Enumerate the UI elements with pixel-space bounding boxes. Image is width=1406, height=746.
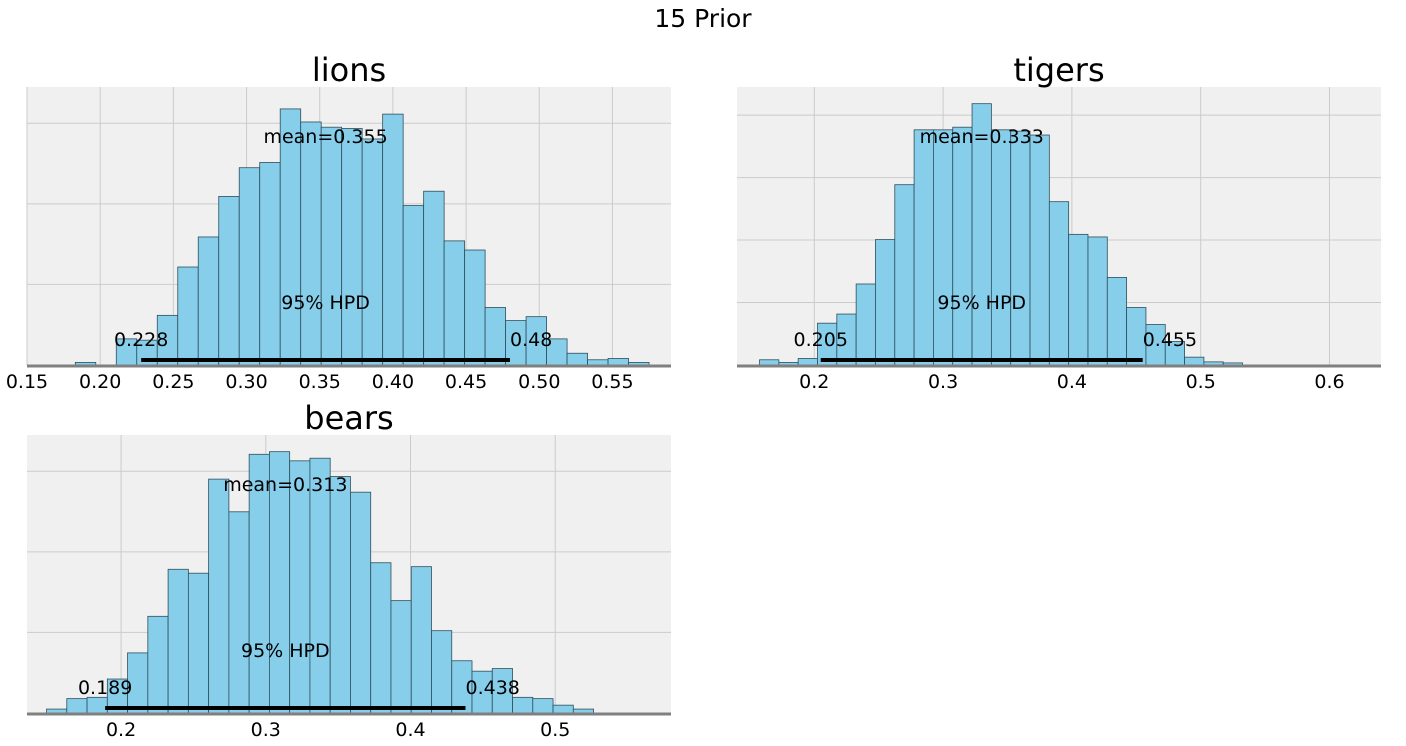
histogram-bar bbox=[66, 698, 88, 714]
histogram-bar bbox=[228, 511, 250, 714]
histogram-bar bbox=[990, 129, 1012, 366]
lions-panel: 0.15 0.20 0.25 0.30 0.35 0.40 0.45 0.50 0.55 lion… bbox=[6, 51, 671, 393]
mean-label: mean=0.333 bbox=[920, 126, 1044, 148]
hpd-label: 95% HPD bbox=[241, 640, 330, 662]
histogram-bar bbox=[259, 162, 281, 366]
histogram-bar bbox=[933, 129, 954, 366]
x-tick-label: 0.15 bbox=[6, 371, 48, 393]
histogram-bar bbox=[218, 196, 240, 366]
histogram-bar bbox=[1106, 277, 1128, 366]
bears-panel: 0.2 0.3 0.4 0.5 bears mean=0.313 95% HPD 0.189 0… bbox=[27, 399, 671, 741]
histogram-bar bbox=[1184, 356, 1205, 366]
histogram-bar bbox=[443, 240, 466, 366]
hpd-upper-label: 0.48 bbox=[510, 329, 552, 351]
hpd-label: 95% HPD bbox=[937, 292, 1026, 314]
panel-title: lions bbox=[312, 51, 386, 89]
histogram-bar bbox=[431, 630, 453, 714]
panel-title: tigers bbox=[1013, 51, 1104, 89]
histogram-bar bbox=[484, 307, 507, 366]
histogram-bar bbox=[1068, 233, 1089, 366]
hpd-lower-label: 0.228 bbox=[114, 329, 168, 351]
x-tick-label: 0.40 bbox=[372, 371, 414, 393]
x-tick-label: 0.2 bbox=[799, 371, 829, 393]
histogram-bar bbox=[410, 566, 432, 714]
histogram-bar bbox=[512, 696, 534, 714]
x-tick-label: 0.4 bbox=[1057, 371, 1087, 393]
histogram-bar bbox=[370, 562, 392, 714]
histogram-bar bbox=[86, 696, 108, 714]
x-tick-label: 0.50 bbox=[518, 371, 560, 393]
histogram-bar bbox=[46, 708, 68, 714]
histogram-bar bbox=[361, 138, 384, 366]
hpd-upper-label: 0.455 bbox=[1143, 329, 1197, 351]
histogram-bar bbox=[350, 491, 372, 714]
histogram-bar bbox=[797, 358, 818, 366]
histogram-bar bbox=[532, 698, 554, 714]
histogram-bar bbox=[1087, 236, 1108, 366]
histogram-bar bbox=[913, 129, 934, 366]
x-tick-label: 0.25 bbox=[152, 371, 194, 393]
x-tick-label: 0.20 bbox=[79, 371, 121, 393]
histogram-bar bbox=[759, 359, 780, 366]
hpd-upper-label: 0.438 bbox=[465, 677, 519, 699]
histogram-bar bbox=[1048, 201, 1070, 366]
mean-label: mean=0.313 bbox=[223, 474, 347, 496]
histogram-bar bbox=[167, 568, 189, 714]
x-tick-label: 0.6 bbox=[1314, 371, 1344, 393]
x-tick-label: 0.5 bbox=[540, 719, 570, 741]
histogram-bar bbox=[572, 708, 594, 714]
hpd-label: 95% HPD bbox=[281, 292, 370, 314]
x-tick-label: 0.3 bbox=[251, 719, 281, 741]
histogram-bar bbox=[238, 167, 261, 366]
histogram-bar bbox=[208, 478, 230, 714]
hpd-lower-label: 0.205 bbox=[794, 329, 848, 351]
x-tick-label: 0.30 bbox=[225, 371, 267, 393]
histogram-bar bbox=[894, 184, 915, 366]
histogram-bar bbox=[566, 352, 588, 366]
histogram-bar bbox=[289, 460, 311, 714]
histogram-bar bbox=[147, 615, 169, 714]
tigers-panel: 0.2 0.3 0.4 0.5 0.6 tigers mean=0.333 95% HPD 0.… bbox=[737, 51, 1381, 393]
histogram-bar bbox=[607, 358, 629, 366]
x-tick-label: 0.55 bbox=[591, 371, 633, 393]
histogram-bar bbox=[855, 283, 876, 366]
histogram-bar bbox=[320, 126, 343, 366]
histogram-bar bbox=[875, 239, 896, 366]
histogram-bar bbox=[402, 205, 425, 366]
histogram-bar bbox=[382, 113, 404, 366]
x-tick-label: 0.3 bbox=[928, 371, 958, 393]
histogram-bar bbox=[177, 266, 199, 366]
panel-title: bears bbox=[304, 399, 393, 437]
x-tick-label: 0.35 bbox=[299, 371, 341, 393]
histogram-bar bbox=[552, 704, 574, 714]
histogram-bar bbox=[329, 476, 351, 714]
histogram-bar bbox=[423, 190, 445, 366]
x-tick-label: 0.45 bbox=[445, 371, 487, 393]
histogram-bar bbox=[187, 572, 210, 714]
histogram-bar bbox=[1010, 130, 1031, 366]
histogram-bar bbox=[1029, 134, 1050, 366]
histogram-bar bbox=[300, 121, 322, 366]
x-tick-label: 0.5 bbox=[1186, 371, 1216, 393]
figure-suptitle: 15 Prior bbox=[654, 4, 752, 33]
histogram-bar bbox=[197, 236, 220, 366]
histogram-bar bbox=[587, 359, 609, 366]
histogram-bar bbox=[464, 249, 486, 366]
histogram-bar bbox=[952, 126, 973, 366]
mean-label: mean=0.355 bbox=[263, 126, 387, 148]
panels: 0.15 0.20 0.25 0.30 0.35 0.40 0.45 0.50 0.55 lion… bbox=[6, 51, 1381, 741]
x-tick-label: 0.2 bbox=[106, 719, 136, 741]
histogram-bar bbox=[309, 457, 331, 714]
hpd-lower-label: 0.189 bbox=[78, 677, 132, 699]
histogram-bar bbox=[341, 128, 363, 366]
x-tick-label: 0.4 bbox=[395, 719, 425, 741]
histogram-bar bbox=[390, 600, 412, 714]
